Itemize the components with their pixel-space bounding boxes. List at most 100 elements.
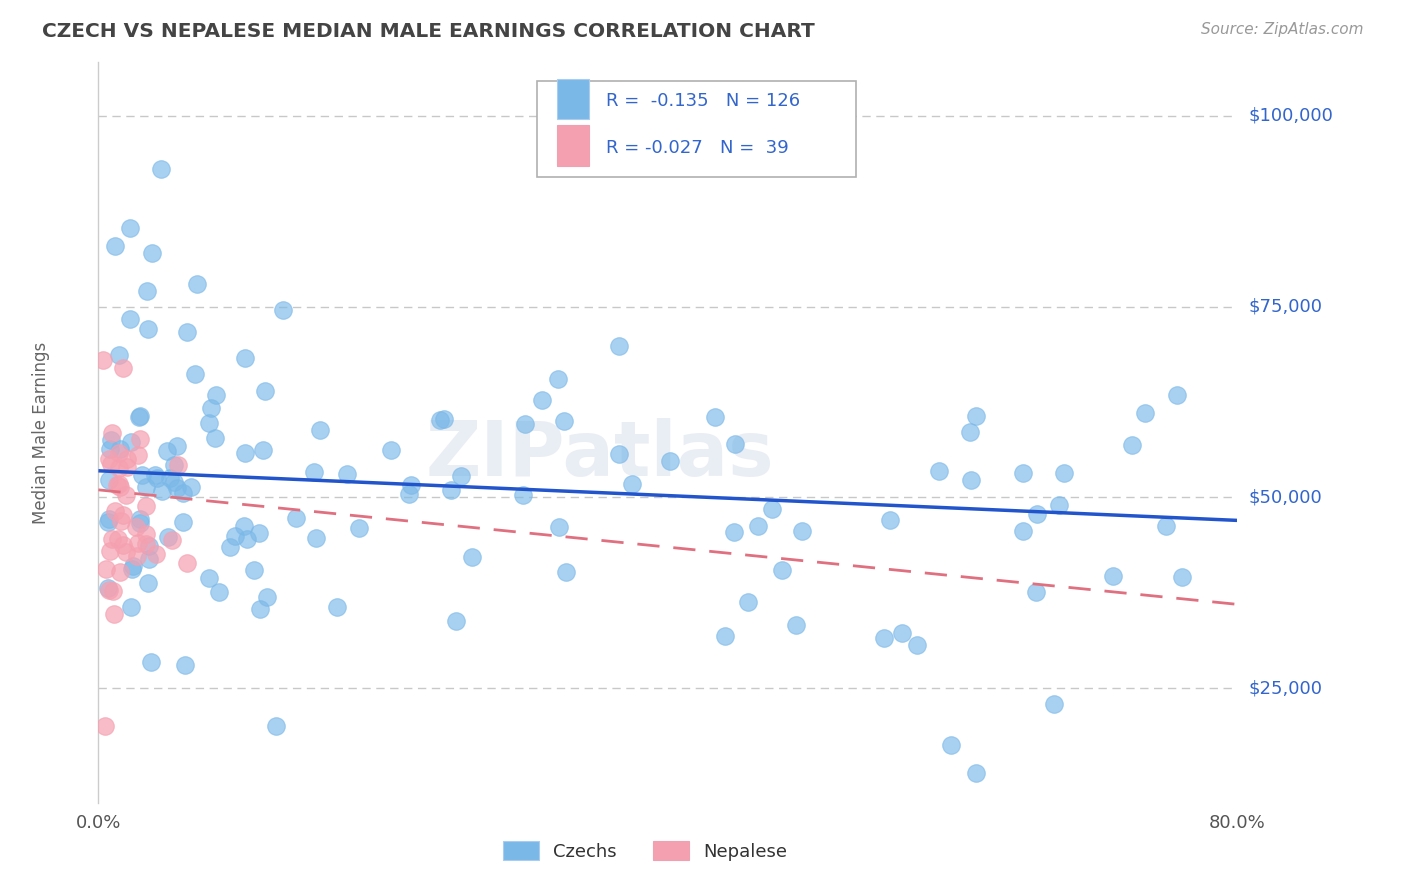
Point [252, 442, 274, 457]
Point [110, 480, 132, 494]
Point [136, 285, 159, 299]
Point [326, 600, 349, 615]
Point [233, 446, 256, 460]
Point [101, 426, 124, 441]
Point [790, 524, 813, 538]
Point [115, 544, 138, 558]
Point [97, 512, 120, 526]
Text: Source: ZipAtlas.com: Source: ZipAtlas.com [1201, 22, 1364, 37]
Point [135, 480, 157, 494]
Point [128, 511, 150, 525]
Point [960, 473, 983, 487]
Point [150, 162, 173, 177]
Point [120, 221, 142, 235]
FancyBboxPatch shape [537, 81, 856, 178]
Point [103, 607, 125, 622]
Point [117, 452, 139, 467]
Point [135, 537, 157, 551]
Point [607, 447, 630, 461]
Point [965, 409, 987, 423]
Point [620, 476, 643, 491]
Point [100, 442, 122, 456]
Point [1012, 524, 1035, 539]
Point [115, 488, 138, 502]
Point [172, 486, 194, 500]
Point [107, 476, 129, 491]
Point [167, 458, 190, 472]
Text: R =  -0.135   N = 126: R = -0.135 N = 126 [606, 92, 800, 110]
Point [205, 388, 228, 402]
Point [235, 532, 257, 546]
Point [143, 467, 166, 482]
Point [380, 442, 402, 457]
Point [136, 575, 159, 590]
Point [1133, 406, 1156, 420]
Point [97, 473, 120, 487]
Point [233, 351, 256, 365]
Point [197, 571, 219, 585]
Point [138, 539, 160, 553]
Point [125, 549, 148, 563]
Point [208, 585, 231, 599]
Point [150, 483, 173, 498]
Point [336, 467, 359, 481]
Point [1053, 467, 1076, 481]
Point [1042, 697, 1064, 711]
Point [135, 526, 157, 541]
Point [873, 631, 896, 645]
Point [723, 525, 745, 540]
Point [399, 478, 422, 492]
Point [959, 425, 981, 439]
Point [450, 469, 472, 483]
Point [247, 526, 270, 541]
Point [512, 488, 534, 502]
Point [200, 401, 222, 415]
Point [166, 481, 188, 495]
Point [138, 552, 160, 566]
Point [156, 444, 179, 458]
Point [97, 516, 120, 530]
Point [398, 487, 420, 501]
Point [965, 765, 987, 780]
Point [139, 655, 162, 669]
Point [770, 563, 793, 577]
Point [548, 520, 571, 534]
Point [146, 471, 169, 485]
Point [131, 468, 153, 483]
Point [100, 457, 122, 471]
Point [271, 303, 294, 318]
Point [433, 412, 456, 426]
Point [253, 384, 276, 399]
Point [184, 367, 207, 381]
Point [128, 409, 150, 424]
Point [243, 563, 266, 577]
Point [141, 246, 163, 260]
Point [928, 464, 950, 478]
Point [117, 459, 139, 474]
Point [100, 433, 122, 447]
Point [172, 515, 194, 529]
Point [713, 629, 735, 643]
Point [180, 479, 202, 493]
Point [129, 516, 152, 531]
Point [166, 439, 188, 453]
Point [108, 461, 131, 475]
Text: CZECH VS NEPALESE MEDIAN MALE EARNINGS CORRELATION CHART: CZECH VS NEPALESE MEDIAN MALE EARNINGS C… [42, 22, 815, 41]
Point [104, 239, 127, 253]
Point [219, 540, 242, 554]
Point [163, 458, 186, 472]
Point [305, 531, 328, 545]
Point [264, 719, 287, 733]
Point [747, 519, 769, 533]
Point [444, 614, 467, 628]
Point [890, 625, 912, 640]
Bar [557, 78, 589, 120]
Point [108, 442, 131, 456]
Point [101, 583, 124, 598]
Point [939, 738, 962, 752]
Text: $100,000: $100,000 [1249, 107, 1333, 125]
Point [1025, 584, 1047, 599]
Point [101, 532, 124, 546]
Point [553, 414, 575, 428]
Point [1166, 388, 1188, 402]
